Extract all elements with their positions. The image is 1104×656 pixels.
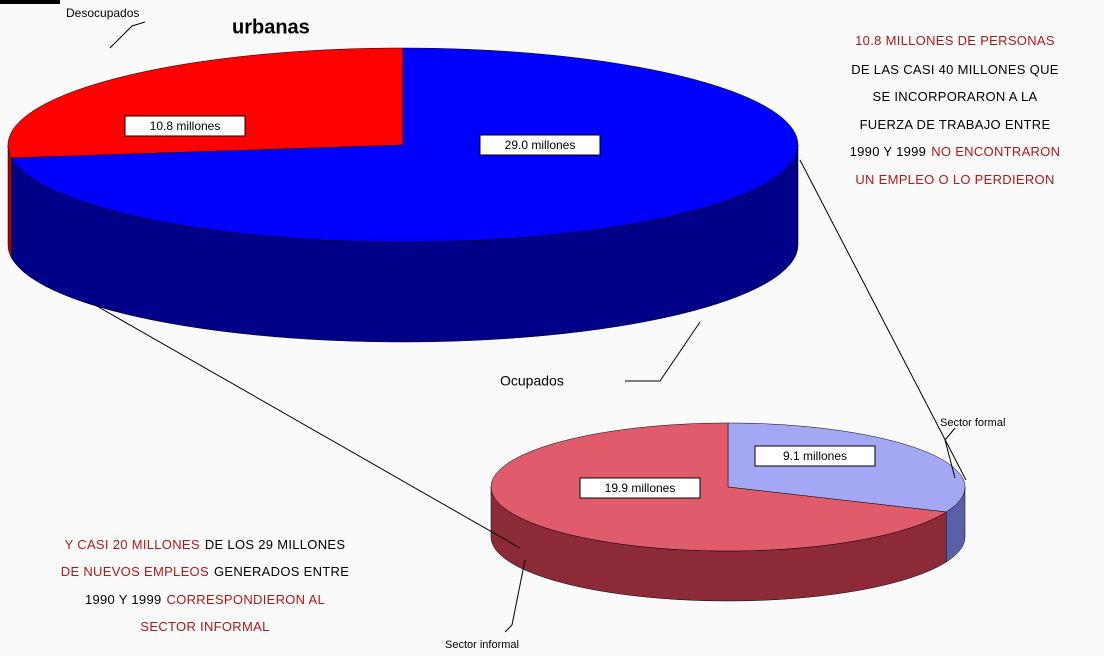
data-label-box: [754, 445, 876, 467]
annotation-text: SECTOR INFORMAL: [140, 619, 269, 634]
annotation-text: DE LOS 29 MILLONES: [205, 537, 346, 552]
annotation-text: DE NUEVOS EMPLEOS: [61, 564, 209, 579]
annotation-line: UN EMPLEO O LO PERDIERON: [855, 172, 1054, 187]
annotation-text: SE INCORPORARON A LA: [873, 89, 1038, 104]
annotation-line: 10.8 MILLONES DE PERSONAS: [855, 33, 1055, 48]
category-label: Ocupados: [500, 373, 564, 389]
annotation-text: UN EMPLEO O LO PERDIERON: [855, 172, 1054, 187]
annotation-line: 1990 Y 1999 NO ENCONTRARON: [850, 144, 1061, 159]
annotation-text: GENERADOS ENTRE: [214, 564, 349, 579]
annotation-text: 1990 Y 1999: [850, 144, 927, 159]
annotation-line: Y CASI 20 MILLONES DE LOS 29 MILLONES: [65, 537, 346, 552]
slice: [727, 422, 966, 513]
data-label: 19.9 millones: [605, 481, 676, 495]
annotation-line: 1990 Y 1999 CORRESPONDIERON AL: [85, 592, 325, 607]
category-label: Sector informal: [445, 639, 519, 651]
data-label-box: [124, 115, 246, 137]
leader-lines: [94, 21, 967, 633]
data-label-box: [479, 134, 601, 156]
top-bar: [0, 0, 60, 4]
slice: [11, 47, 799, 243]
annotation-text: DE LAS CASI 40 MILLONES QUE: [851, 62, 1059, 77]
annotation-line: DE LAS CASI 40 MILLONES QUE: [851, 62, 1059, 77]
data-label-box: [579, 477, 701, 499]
category-label: Desocupados: [66, 6, 139, 20]
chart-title: urbanas: [232, 16, 310, 38]
category-label: Sector formal: [940, 417, 1005, 429]
data-label: 9.1 millones: [783, 449, 847, 463]
annotation-text: CORRESPONDIERON AL: [167, 592, 326, 607]
slice-side: [7, 144, 12, 259]
annotation-line: SE INCORPORARON A LA: [873, 89, 1038, 104]
slice: [490, 422, 947, 552]
slice: [7, 47, 404, 159]
data-label: 29.0 millones: [505, 138, 576, 152]
data-label: 10.8 millones: [150, 119, 221, 133]
annotation-text: 1990 Y 1999: [85, 592, 162, 607]
annotation-text: NO ENCONTRARON: [931, 144, 1060, 159]
annotation-text: FUERZA DE TRABAJO ENTRE: [860, 117, 1051, 132]
annotation-text: 10.8 MILLONES DE PERSONAS: [855, 33, 1055, 48]
annotation-text: Y CASI 20 MILLONES: [65, 537, 200, 552]
annotation-line: DE NUEVOS EMPLEOS GENERADOS ENTRE: [61, 564, 349, 579]
annotation-line: FUERZA DE TRABAJO ENTRE: [860, 117, 1051, 132]
annotation-line: SECTOR INFORMAL: [140, 619, 269, 634]
